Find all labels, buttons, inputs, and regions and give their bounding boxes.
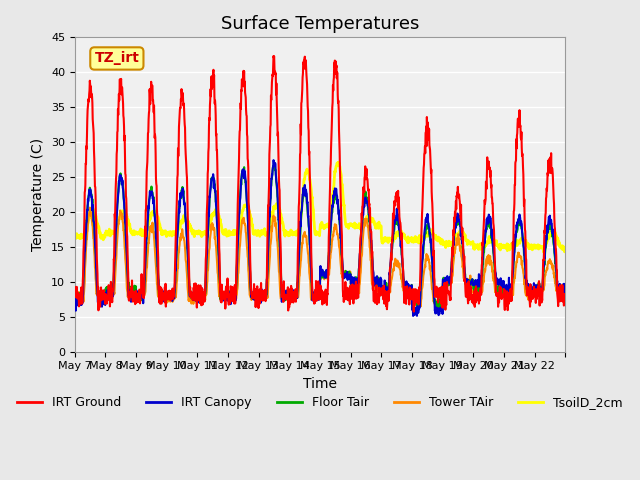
- Text: TZ_irt: TZ_irt: [95, 51, 140, 65]
- X-axis label: Time: Time: [303, 377, 337, 391]
- Legend: IRT Ground, IRT Canopy, Floor Tair, Tower TAir, TsoilD_2cm: IRT Ground, IRT Canopy, Floor Tair, Towe…: [12, 391, 628, 414]
- Y-axis label: Temperature (C): Temperature (C): [31, 138, 45, 251]
- Title: Surface Temperatures: Surface Temperatures: [221, 15, 419, 33]
